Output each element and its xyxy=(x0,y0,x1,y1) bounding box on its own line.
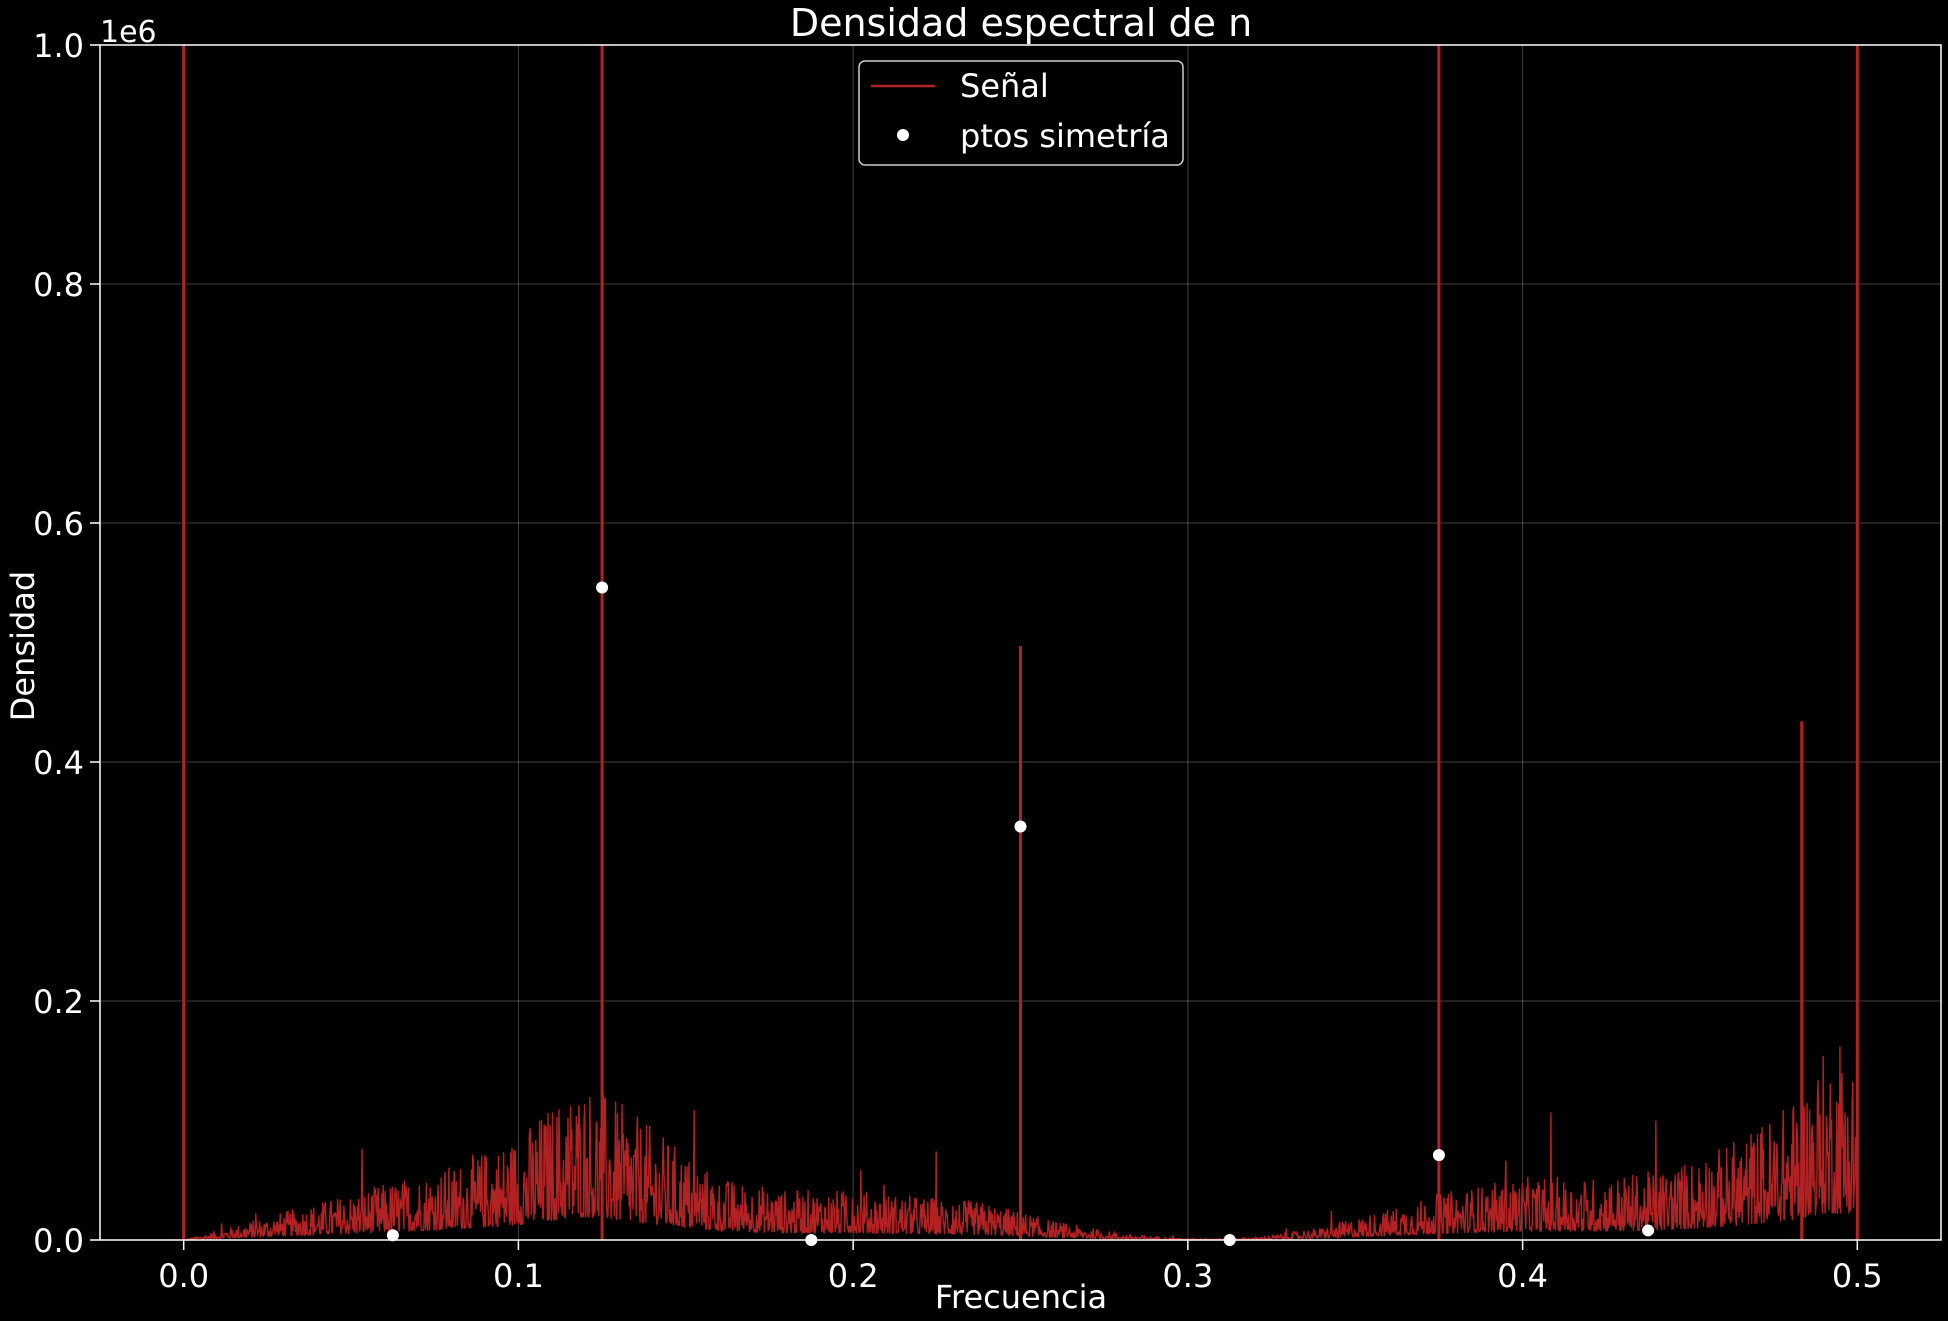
y-axis-ticks: 0.0 0.2 0.4 0.6 0.8 1.0 xyxy=(33,27,100,1260)
chart-title: Densidad espectral de n xyxy=(790,1,1252,45)
plot-frame xyxy=(99,44,1942,1241)
legend: Señal ptos simetría xyxy=(858,60,1184,166)
signal-series xyxy=(182,45,1859,1241)
x-tick-label: 0.0 xyxy=(158,1257,209,1295)
symmetry-point xyxy=(386,1229,399,1242)
y-axis-title: Densidad xyxy=(4,571,42,721)
symmetry-point xyxy=(1432,1149,1445,1162)
x-tick-label: 0.1 xyxy=(493,1257,544,1295)
grid xyxy=(100,44,1941,1241)
x-tick-label: 0.4 xyxy=(1497,1257,1548,1295)
x-axis-ticks: 0.0 0.1 0.2 0.3 0.4 0.5 xyxy=(158,1240,1883,1295)
symmetry-point xyxy=(1014,820,1027,833)
y-tick-label: 0.0 xyxy=(33,1222,84,1260)
y-offset-label: 1e6 xyxy=(100,15,157,50)
x-axis-title: Frecuencia xyxy=(935,1278,1107,1316)
y-tick-label: 0.2 xyxy=(33,983,84,1021)
x-tick-label: 0.3 xyxy=(1162,1257,1213,1295)
y-tick-label: 0.6 xyxy=(33,505,84,543)
legend-box xyxy=(858,60,1184,166)
symmetry-point xyxy=(596,581,609,594)
legend-label-signal: Señal xyxy=(960,67,1049,105)
legend-dot-swatch xyxy=(897,129,909,141)
x-tick-label: 0.5 xyxy=(1832,1257,1883,1295)
y-tick-label: 1.0 xyxy=(33,27,84,65)
symmetry-point xyxy=(1642,1224,1655,1237)
x-tick-label: 0.2 xyxy=(828,1257,879,1295)
y-tick-label: 0.4 xyxy=(33,744,84,782)
legend-label-symmetry: ptos simetría xyxy=(960,117,1170,155)
y-tick-label: 0.8 xyxy=(33,266,84,304)
